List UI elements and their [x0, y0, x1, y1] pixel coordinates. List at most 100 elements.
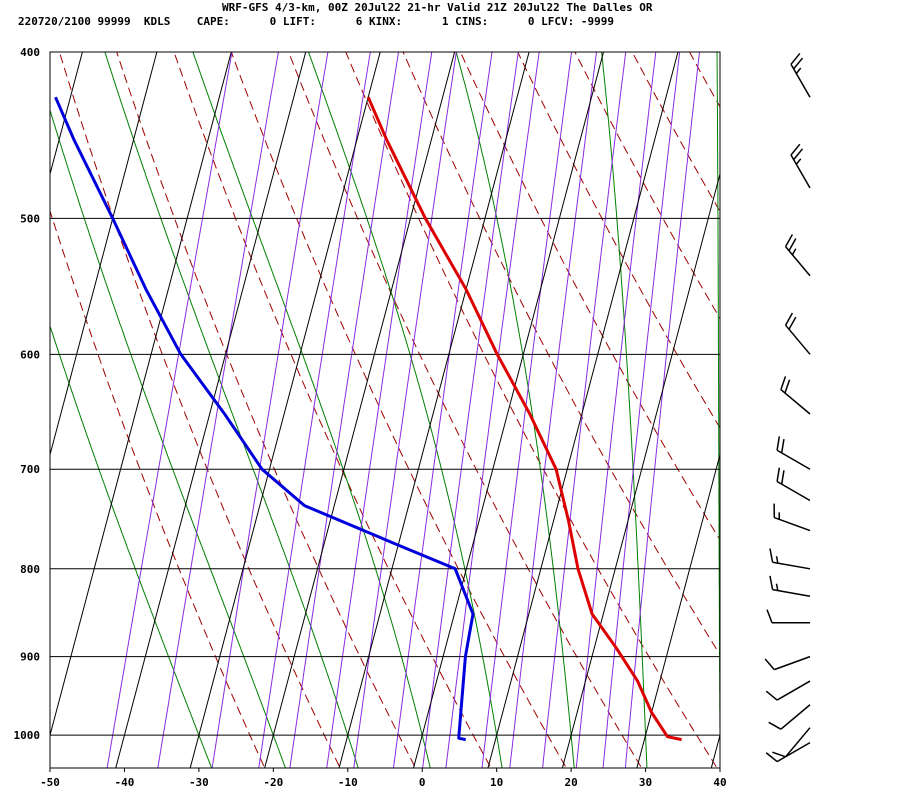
dry-adiabat — [173, 52, 492, 768]
mixing-ratio-line — [258, 52, 371, 768]
wind-barb-staff — [772, 561, 811, 570]
wind-barb — [764, 655, 811, 671]
y-tick-label: 400 — [20, 46, 40, 59]
dry-adiabat — [50, 209, 266, 768]
wind-barb-flag — [791, 248, 797, 256]
isotherm — [189, 52, 381, 768]
wind-barb-flag — [764, 658, 775, 671]
wind-barb-flag — [772, 751, 786, 758]
background-lines — [0, 14, 900, 779]
dry-adiabat — [459, 52, 720, 541]
wind-barb-flag — [780, 376, 787, 390]
wind-barb-flag — [769, 575, 774, 590]
wind-barb — [776, 436, 811, 470]
wind-barb-flag — [780, 470, 785, 485]
wind-barb — [765, 680, 811, 701]
wind-barb-flag — [765, 690, 778, 701]
wind-barb-flag — [790, 143, 801, 156]
isotherm — [0, 52, 8, 768]
wind-barb-flag — [766, 609, 773, 623]
wind-barb-flag — [795, 67, 802, 74]
dry-adiabat — [402, 52, 720, 656]
isotherm — [636, 452, 720, 768]
wind-barb-flag — [784, 379, 791, 394]
x-tick-label: -40 — [115, 776, 135, 789]
wind-barb-flag — [776, 467, 781, 482]
dewpoint-profile — [54, 96, 475, 742]
mixing-ratio-line — [211, 52, 329, 768]
wind-barb-flag — [788, 238, 797, 252]
wind-barb — [766, 609, 810, 624]
x-tick-label: -30 — [189, 776, 209, 789]
x-tick-label: 30 — [639, 776, 652, 789]
profiles — [54, 96, 682, 742]
dry-adiabat — [895, 14, 900, 779]
wind-barb-staff — [776, 741, 811, 763]
y-tick-label: 600 — [20, 348, 40, 361]
y-tick-label: 900 — [20, 651, 40, 664]
grid — [50, 51, 720, 736]
dry-adiabat — [230, 52, 567, 768]
mixing-ratio-line — [624, 52, 701, 768]
moist-adiabat — [455, 52, 575, 768]
isotherm — [50, 52, 83, 177]
isotherm — [115, 52, 307, 768]
y-tick-label: 500 — [20, 212, 40, 225]
wind-barb-staff — [790, 63, 811, 98]
isotherm — [50, 52, 158, 457]
wind-barb-flag — [780, 438, 785, 454]
wind-barb — [776, 467, 811, 502]
wind-barb — [769, 548, 811, 570]
plot-frame — [49, 51, 721, 769]
moist-adiabat — [104, 52, 359, 768]
wind-barb-staff — [776, 449, 811, 470]
wind-barb-staff — [780, 704, 811, 730]
wind-barb-staff — [774, 655, 811, 671]
dry-adiabat — [688, 52, 720, 108]
mixing-ratio-line — [602, 52, 681, 768]
moist-adiabat — [307, 52, 503, 768]
wind-barb — [790, 52, 811, 98]
x-tick-label: -50 — [40, 776, 60, 789]
isotherm — [561, 172, 720, 768]
x-tick-label: -20 — [263, 776, 283, 789]
isotherm — [413, 52, 604, 768]
y-tick-label: 800 — [20, 563, 40, 576]
dry-adiabat — [345, 52, 718, 768]
wind-barb-staff — [776, 480, 811, 502]
isotherm — [338, 52, 530, 768]
wind-barb-flag — [776, 436, 781, 451]
dry-adiabat — [517, 52, 720, 429]
wind-barb-flag — [775, 583, 779, 591]
wind-barb-staff — [784, 324, 811, 355]
mixing-ratio-line — [392, 52, 493, 768]
wind-barb-flag — [793, 148, 804, 161]
moist-adiabat — [50, 324, 213, 768]
wind-barb — [768, 704, 811, 730]
wind-barb-staff — [784, 246, 811, 277]
dry-adiabat — [782, 14, 900, 779]
isotherm — [50, 52, 232, 738]
wind-barb — [765, 741, 811, 763]
temperature-profile — [366, 96, 682, 742]
isotherm — [264, 52, 456, 768]
mixing-ratio-line — [481, 52, 573, 768]
dry-adiabat — [574, 52, 720, 320]
mixing-ratio-line — [289, 52, 400, 768]
wind-barbs — [764, 52, 811, 763]
wind-barb-flag — [784, 234, 794, 248]
wind-barb-flag — [765, 752, 778, 763]
moist-adiabat — [601, 52, 648, 768]
y-tick-label: 700 — [20, 463, 40, 476]
wind-barb-flag — [769, 548, 774, 563]
wind-barb-staff — [784, 727, 811, 758]
x-tick-label: -10 — [338, 776, 358, 789]
wind-barb — [790, 143, 811, 189]
wind-barb-flag — [795, 158, 802, 165]
isotherm — [487, 52, 679, 768]
wind-barb-staff — [790, 154, 811, 189]
x-tick-label: 10 — [490, 776, 503, 789]
mixing-ratio-line — [157, 52, 279, 768]
wind-barb — [772, 727, 811, 758]
mixing-ratio-line — [106, 52, 233, 768]
